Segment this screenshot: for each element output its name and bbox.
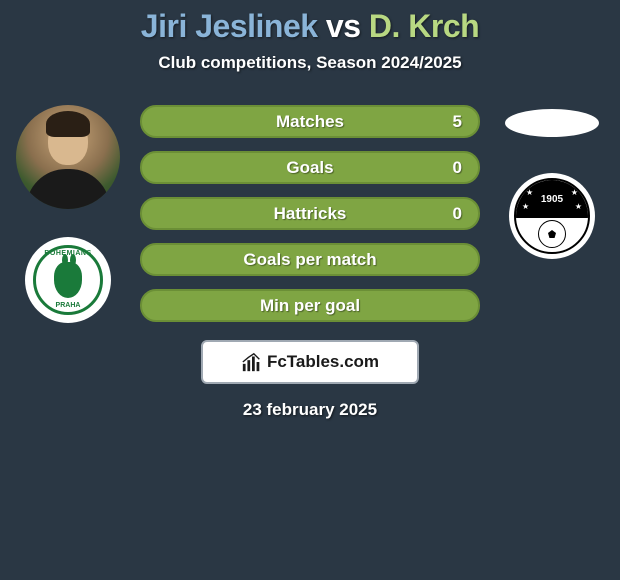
club1-text-top: BOHEMIANS bbox=[36, 250, 100, 257]
stat-pill: Goals per match bbox=[140, 243, 480, 276]
club1-text-bottom: PRAHA bbox=[36, 302, 100, 309]
player2-avatar-placeholder bbox=[505, 109, 599, 137]
stat-pill: Goals 0 bbox=[140, 151, 480, 184]
football-icon bbox=[538, 220, 566, 248]
stat-value: 0 bbox=[453, 204, 462, 224]
stats-column: Matches 5 Goals 0 Hattricks 0 Goals per match M… bbox=[140, 105, 480, 322]
stat-pill: Hattricks 0 bbox=[140, 197, 480, 230]
stat-value: 5 bbox=[453, 112, 462, 132]
footer-brand: FcTables.com bbox=[267, 352, 379, 372]
stat-pill: Min per goal bbox=[140, 289, 480, 322]
subtitle: Club competitions, Season 2024/2025 bbox=[0, 53, 620, 73]
club2-year: 1905 bbox=[541, 194, 563, 205]
content-row: BOHEMIANS PRAHA Matches 5 Goals 0 Hattricks 0… bbox=[0, 105, 620, 322]
star-icon: ★ bbox=[575, 202, 582, 211]
star-icon: ★ bbox=[522, 202, 529, 211]
date-label: 23 february 2025 bbox=[0, 400, 620, 420]
stat-pill: Matches 5 bbox=[140, 105, 480, 138]
player1-avatar bbox=[16, 105, 120, 209]
stat-label: Goals per match bbox=[243, 250, 376, 270]
stat-value: 0 bbox=[453, 158, 462, 178]
star-icon: ★ bbox=[526, 188, 533, 197]
page-title: Jiri Jeslinek vs D. Krch bbox=[0, 8, 620, 45]
stat-label: Min per goal bbox=[260, 296, 360, 316]
kangaroo-icon bbox=[54, 262, 82, 298]
infographic-container: Jiri Jeslinek vs D. Krch Club competitio… bbox=[0, 0, 620, 420]
player1-name: Jiri Jeslinek bbox=[141, 8, 318, 44]
right-column: SK DYNAMO ★ ★ 1905 ★ ★ bbox=[502, 105, 602, 259]
stat-label: Hattricks bbox=[274, 204, 347, 224]
footer-badge: FcTables.com bbox=[201, 340, 419, 384]
player1-club-logo: BOHEMIANS PRAHA bbox=[25, 237, 111, 323]
stat-label: Goals bbox=[286, 158, 333, 178]
stat-label: Matches bbox=[276, 112, 344, 132]
star-icon: ★ bbox=[571, 188, 578, 197]
vs-label: vs bbox=[326, 8, 361, 44]
chart-icon bbox=[241, 351, 263, 373]
player2-name: D. Krch bbox=[369, 8, 479, 44]
player2-club-logo: SK DYNAMO ★ ★ 1905 ★ ★ bbox=[509, 173, 595, 259]
left-column: BOHEMIANS PRAHA bbox=[8, 105, 128, 323]
